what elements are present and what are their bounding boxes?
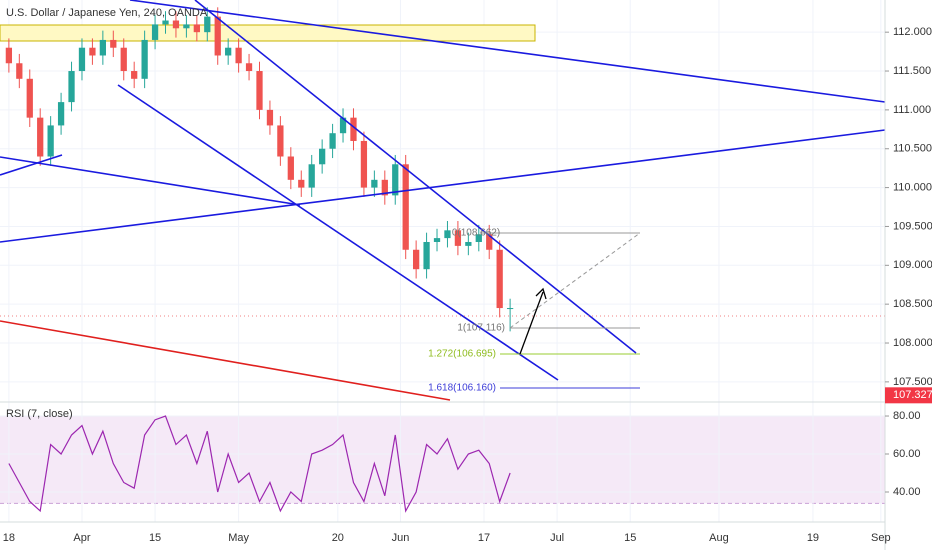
candle-body	[5, 47, 13, 64]
y-tick-label: 110.500	[893, 143, 932, 155]
candle-body	[402, 164, 409, 250]
candle-body	[225, 47, 232, 56]
candle-body	[57, 102, 65, 126]
fib-label: 0(108.662)	[452, 228, 500, 239]
candle-body	[266, 109, 274, 126]
candle-body	[423, 241, 430, 270]
trend-line	[0, 129, 886, 243]
last-price-box	[885, 387, 932, 404]
candle-body	[37, 117, 44, 157]
candle-body	[433, 238, 441, 242]
indicator-title: RSI (7, close)	[6, 408, 73, 420]
x-tick-label: Apr	[73, 532, 90, 544]
candle-body	[193, 24, 200, 33]
y-tick-label: 80.00	[893, 410, 921, 422]
x-tick-label: 17	[478, 532, 490, 544]
candle-body	[78, 47, 86, 72]
candle-body	[26, 78, 33, 118]
x-tick-label: Jul	[550, 532, 564, 544]
y-tick-label: 109.500	[893, 220, 932, 232]
candle-body	[465, 241, 472, 246]
candle-body	[298, 179, 305, 188]
candle-body	[47, 125, 54, 157]
candle-body	[360, 140, 368, 188]
candle-body	[371, 179, 378, 188]
trend-line	[0, 154, 63, 176]
candle-body	[16, 63, 23, 79]
candle-body	[204, 16, 211, 33]
candle-body	[444, 230, 451, 239]
candle-body	[496, 249, 503, 309]
candle-body	[99, 39, 106, 56]
candle-body	[454, 230, 462, 246]
fib-label: 1.618(106.160)	[428, 383, 496, 394]
y-tick-label: 112.000	[893, 26, 932, 38]
y-tick-label: 108.000	[893, 337, 932, 349]
candle-body	[287, 156, 294, 180]
y-tick-label: 60.00	[893, 448, 921, 460]
candle-body	[256, 71, 263, 110]
candle-body	[89, 47, 96, 56]
y-tick-label: 108.500	[893, 298, 932, 310]
channel-line	[117, 84, 559, 381]
trend-line	[0, 156, 301, 206]
last-price-label: 107.327	[893, 389, 932, 401]
fib-trend	[509, 232, 641, 329]
x-tick-label: 20	[332, 532, 344, 544]
candle-body	[506, 308, 514, 310]
candle-body	[162, 20, 169, 25]
x-tick-label: Sep	[871, 532, 891, 544]
candle-body	[350, 117, 357, 141]
x-tick-label: 15	[624, 532, 636, 544]
candle-body	[413, 249, 420, 270]
trend-line	[129, 0, 886, 103]
candle-body	[110, 39, 117, 48]
candle-body	[475, 234, 482, 242]
candle-body	[214, 16, 221, 56]
candle-body	[339, 117, 347, 134]
x-tick-label: Jun	[392, 532, 410, 544]
candle-body	[68, 71, 75, 103]
rsi-line	[8, 415, 511, 513]
channel-line	[194, 0, 637, 354]
candle-body	[131, 71, 138, 79]
chart-title: U.S. Dollar / Japanese Yen, 240, OANDA	[6, 7, 208, 19]
rsi-band	[0, 416, 885, 504]
range-box	[0, 24, 536, 42]
arrow	[519, 291, 544, 355]
y-tick-label: 110.000	[893, 182, 932, 194]
candle-body	[245, 63, 253, 72]
x-tick-label: 19	[807, 532, 819, 544]
candle-body	[381, 179, 388, 196]
fib-label: 1.272(106.695)	[428, 349, 496, 360]
candle-body	[392, 164, 399, 196]
candle-body	[172, 20, 180, 29]
candle-body	[308, 164, 315, 188]
candle-body	[486, 234, 493, 250]
arrow-head	[535, 287, 547, 300]
fib-label: 1(107.116)	[457, 323, 505, 334]
candle-body	[329, 133, 336, 149]
candle-body	[235, 47, 242, 64]
drawings	[0, 0, 886, 401]
x-tick-label: Aug	[709, 532, 729, 544]
candle-body	[141, 39, 148, 79]
marks	[5, 7, 514, 513]
candle-body	[151, 24, 159, 40]
candle-body	[183, 24, 190, 29]
trend-line	[0, 320, 451, 401]
candle-body	[319, 148, 326, 165]
x-tick-label: 15	[149, 532, 161, 544]
y-tick-label: 109.000	[893, 259, 932, 271]
y-tick-label: 107.500	[893, 376, 932, 388]
y-tick-label: 111.000	[893, 104, 931, 116]
candle-body	[120, 47, 127, 72]
y-tick-label: 40.00	[893, 486, 921, 498]
x-tick-label: 18	[3, 532, 15, 544]
axes: 107.500 108.000 108.500 109.000 109.500 110.0…	[3, 26, 932, 544]
y-tick-label: 111.500	[893, 65, 931, 77]
candle-body	[277, 125, 284, 157]
x-tick-label: May	[228, 532, 249, 544]
